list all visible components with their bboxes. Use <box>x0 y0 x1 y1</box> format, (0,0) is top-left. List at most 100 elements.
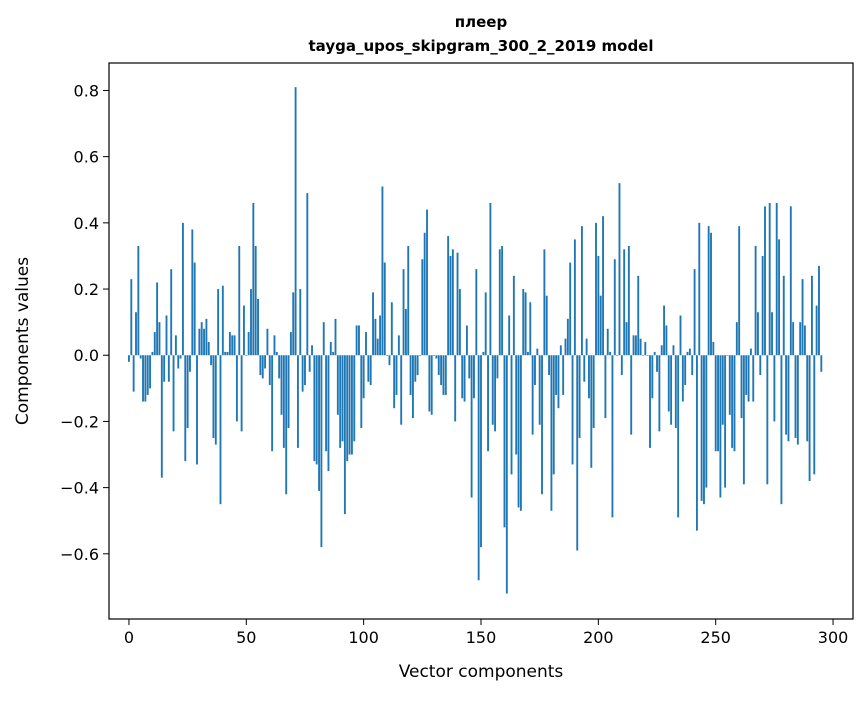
bar <box>341 355 344 442</box>
bar <box>132 355 135 392</box>
bar <box>200 322 203 356</box>
bar <box>773 355 776 422</box>
bar <box>275 351 278 356</box>
bar <box>130 279 133 356</box>
bar <box>679 315 682 356</box>
bar <box>419 355 421 356</box>
bar <box>606 328 609 356</box>
bar <box>771 312 773 356</box>
bar <box>764 206 766 356</box>
bar <box>637 275 640 356</box>
bar <box>576 355 579 551</box>
bar <box>512 275 515 356</box>
y-tick-label: −0.6 <box>60 545 99 564</box>
bar <box>137 246 140 356</box>
bar <box>693 269 696 356</box>
bar <box>550 355 553 511</box>
bar <box>801 279 804 356</box>
bar <box>461 355 464 399</box>
bar <box>212 355 215 438</box>
bar <box>735 322 738 356</box>
bars-group <box>128 87 823 594</box>
bar <box>663 305 666 356</box>
bar <box>353 355 356 442</box>
y-tick-label: 0.2 <box>74 280 99 299</box>
x-axis-ticks: 0 50 100 150 200 250 300 <box>124 619 848 647</box>
bar <box>423 232 426 356</box>
bar <box>219 355 222 505</box>
bar <box>355 325 358 356</box>
bar <box>393 355 396 409</box>
bar <box>580 226 583 356</box>
bar <box>557 355 560 409</box>
bar <box>759 355 762 376</box>
bar <box>806 355 809 442</box>
bar <box>656 355 658 372</box>
bar <box>156 282 159 356</box>
bar <box>146 355 149 395</box>
bar <box>207 341 210 356</box>
bar <box>264 355 267 369</box>
y-axis-ticks: −0.6 −0.4 −0.2 0.0 0.2 0.4 0.6 0.8 <box>60 81 109 564</box>
bar <box>465 325 468 356</box>
bar <box>616 355 619 356</box>
bar <box>541 355 543 495</box>
bar <box>487 355 489 452</box>
bar <box>320 355 323 548</box>
bar <box>313 355 316 462</box>
bar <box>714 355 717 452</box>
bar <box>721 355 724 425</box>
bar <box>367 355 370 382</box>
bar <box>372 292 374 356</box>
bar <box>395 355 398 395</box>
bar <box>569 262 572 356</box>
bar <box>634 335 637 356</box>
bar <box>261 355 264 379</box>
bar <box>548 355 550 376</box>
bar <box>257 298 259 356</box>
bar <box>268 355 271 386</box>
bar <box>404 308 407 356</box>
bar <box>177 355 180 369</box>
bar <box>632 335 635 356</box>
bar <box>271 355 274 452</box>
bar <box>191 229 194 356</box>
bar <box>555 355 558 395</box>
bar <box>158 322 161 356</box>
bar <box>224 351 227 356</box>
bar <box>174 335 177 356</box>
bar <box>451 249 454 356</box>
bar <box>670 355 673 425</box>
bar <box>214 355 217 445</box>
bar <box>409 355 412 395</box>
bar <box>163 355 166 382</box>
bar <box>296 355 299 448</box>
bar <box>545 295 548 356</box>
bar <box>677 355 680 518</box>
bar <box>390 302 393 356</box>
bar <box>442 355 445 395</box>
bar <box>250 289 252 356</box>
x-tick-label: 50 <box>236 628 256 647</box>
bar <box>421 259 424 356</box>
bar <box>630 355 633 435</box>
bar <box>435 355 438 359</box>
bar <box>717 355 719 452</box>
bar <box>273 335 276 356</box>
bar <box>768 202 771 356</box>
bar <box>660 345 663 356</box>
bar <box>688 348 691 356</box>
bar <box>292 292 295 356</box>
bar <box>369 355 372 386</box>
bar <box>412 355 414 419</box>
chart-title: плеер <box>455 13 508 31</box>
bar <box>597 255 600 356</box>
bar <box>524 292 527 356</box>
bar <box>142 355 144 402</box>
bar <box>428 355 431 412</box>
bar <box>193 262 196 356</box>
bar <box>494 355 497 432</box>
bar <box>304 355 306 386</box>
bar <box>517 355 520 508</box>
bar <box>745 355 748 395</box>
